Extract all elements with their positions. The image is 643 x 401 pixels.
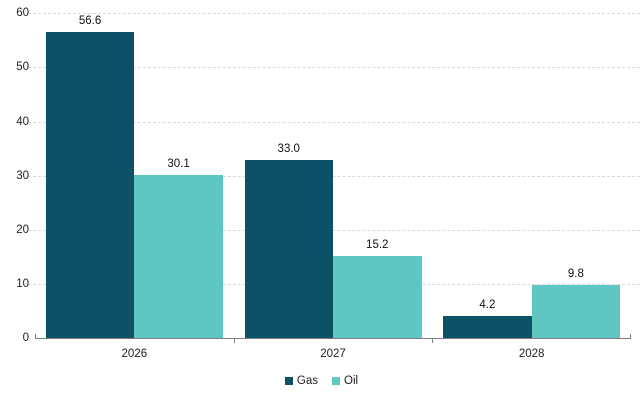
bar-value-label: 9.8	[567, 268, 584, 281]
bar-gas-2027	[244, 159, 333, 339]
legend-label: Gas	[296, 375, 319, 387]
y-axis-tick-label: 0	[22, 332, 29, 345]
bar-value-label: 15.2	[366, 238, 389, 251]
bar-oil-2028	[531, 285, 621, 339]
y-axis-tick-label: 10	[16, 278, 29, 291]
bar-oil-2026	[134, 175, 223, 339]
bar-value-label: 30.1	[167, 158, 190, 171]
x-axis-tick-label: 2026	[121, 348, 148, 360]
gridline	[28, 175, 640, 177]
y-axis-tick-label: 60	[16, 7, 29, 20]
axis-end-tick	[35, 334, 36, 339]
legend-item-oil: Oil	[332, 375, 358, 387]
y-axis-tick-label: 40	[16, 115, 29, 128]
gridline	[28, 121, 640, 123]
bar-value-label: 33.0	[277, 142, 300, 155]
x-axis-tick-label: 2028	[518, 348, 545, 360]
gridline	[28, 229, 640, 231]
bar-value-label: 56.6	[78, 14, 102, 27]
bar-oil-2027	[333, 255, 422, 339]
axis-end-tick	[630, 334, 631, 339]
x-axis-line	[35, 338, 631, 340]
gridline	[28, 67, 640, 69]
y-axis-tick-label: 30	[16, 169, 29, 182]
legend-swatch-oil	[332, 377, 341, 385]
gridline	[28, 13, 640, 15]
legend-swatch-gas	[284, 377, 293, 385]
y-axis-tick-label: 20	[16, 223, 29, 236]
x-axis-tick	[432, 339, 434, 344]
y-axis-tick-label: 50	[16, 61, 29, 74]
chart-legend: Gas Oil	[0, 375, 643, 387]
x-axis-tick	[233, 339, 235, 344]
bar-value-label: 4.2	[479, 298, 496, 311]
legend-item-gas: Gas	[284, 375, 319, 387]
bar-gas-2028	[443, 315, 532, 339]
legend-label: Oil	[344, 375, 359, 387]
x-axis-tick-label: 2027	[320, 348, 346, 360]
bar-gas-2026	[45, 31, 135, 339]
